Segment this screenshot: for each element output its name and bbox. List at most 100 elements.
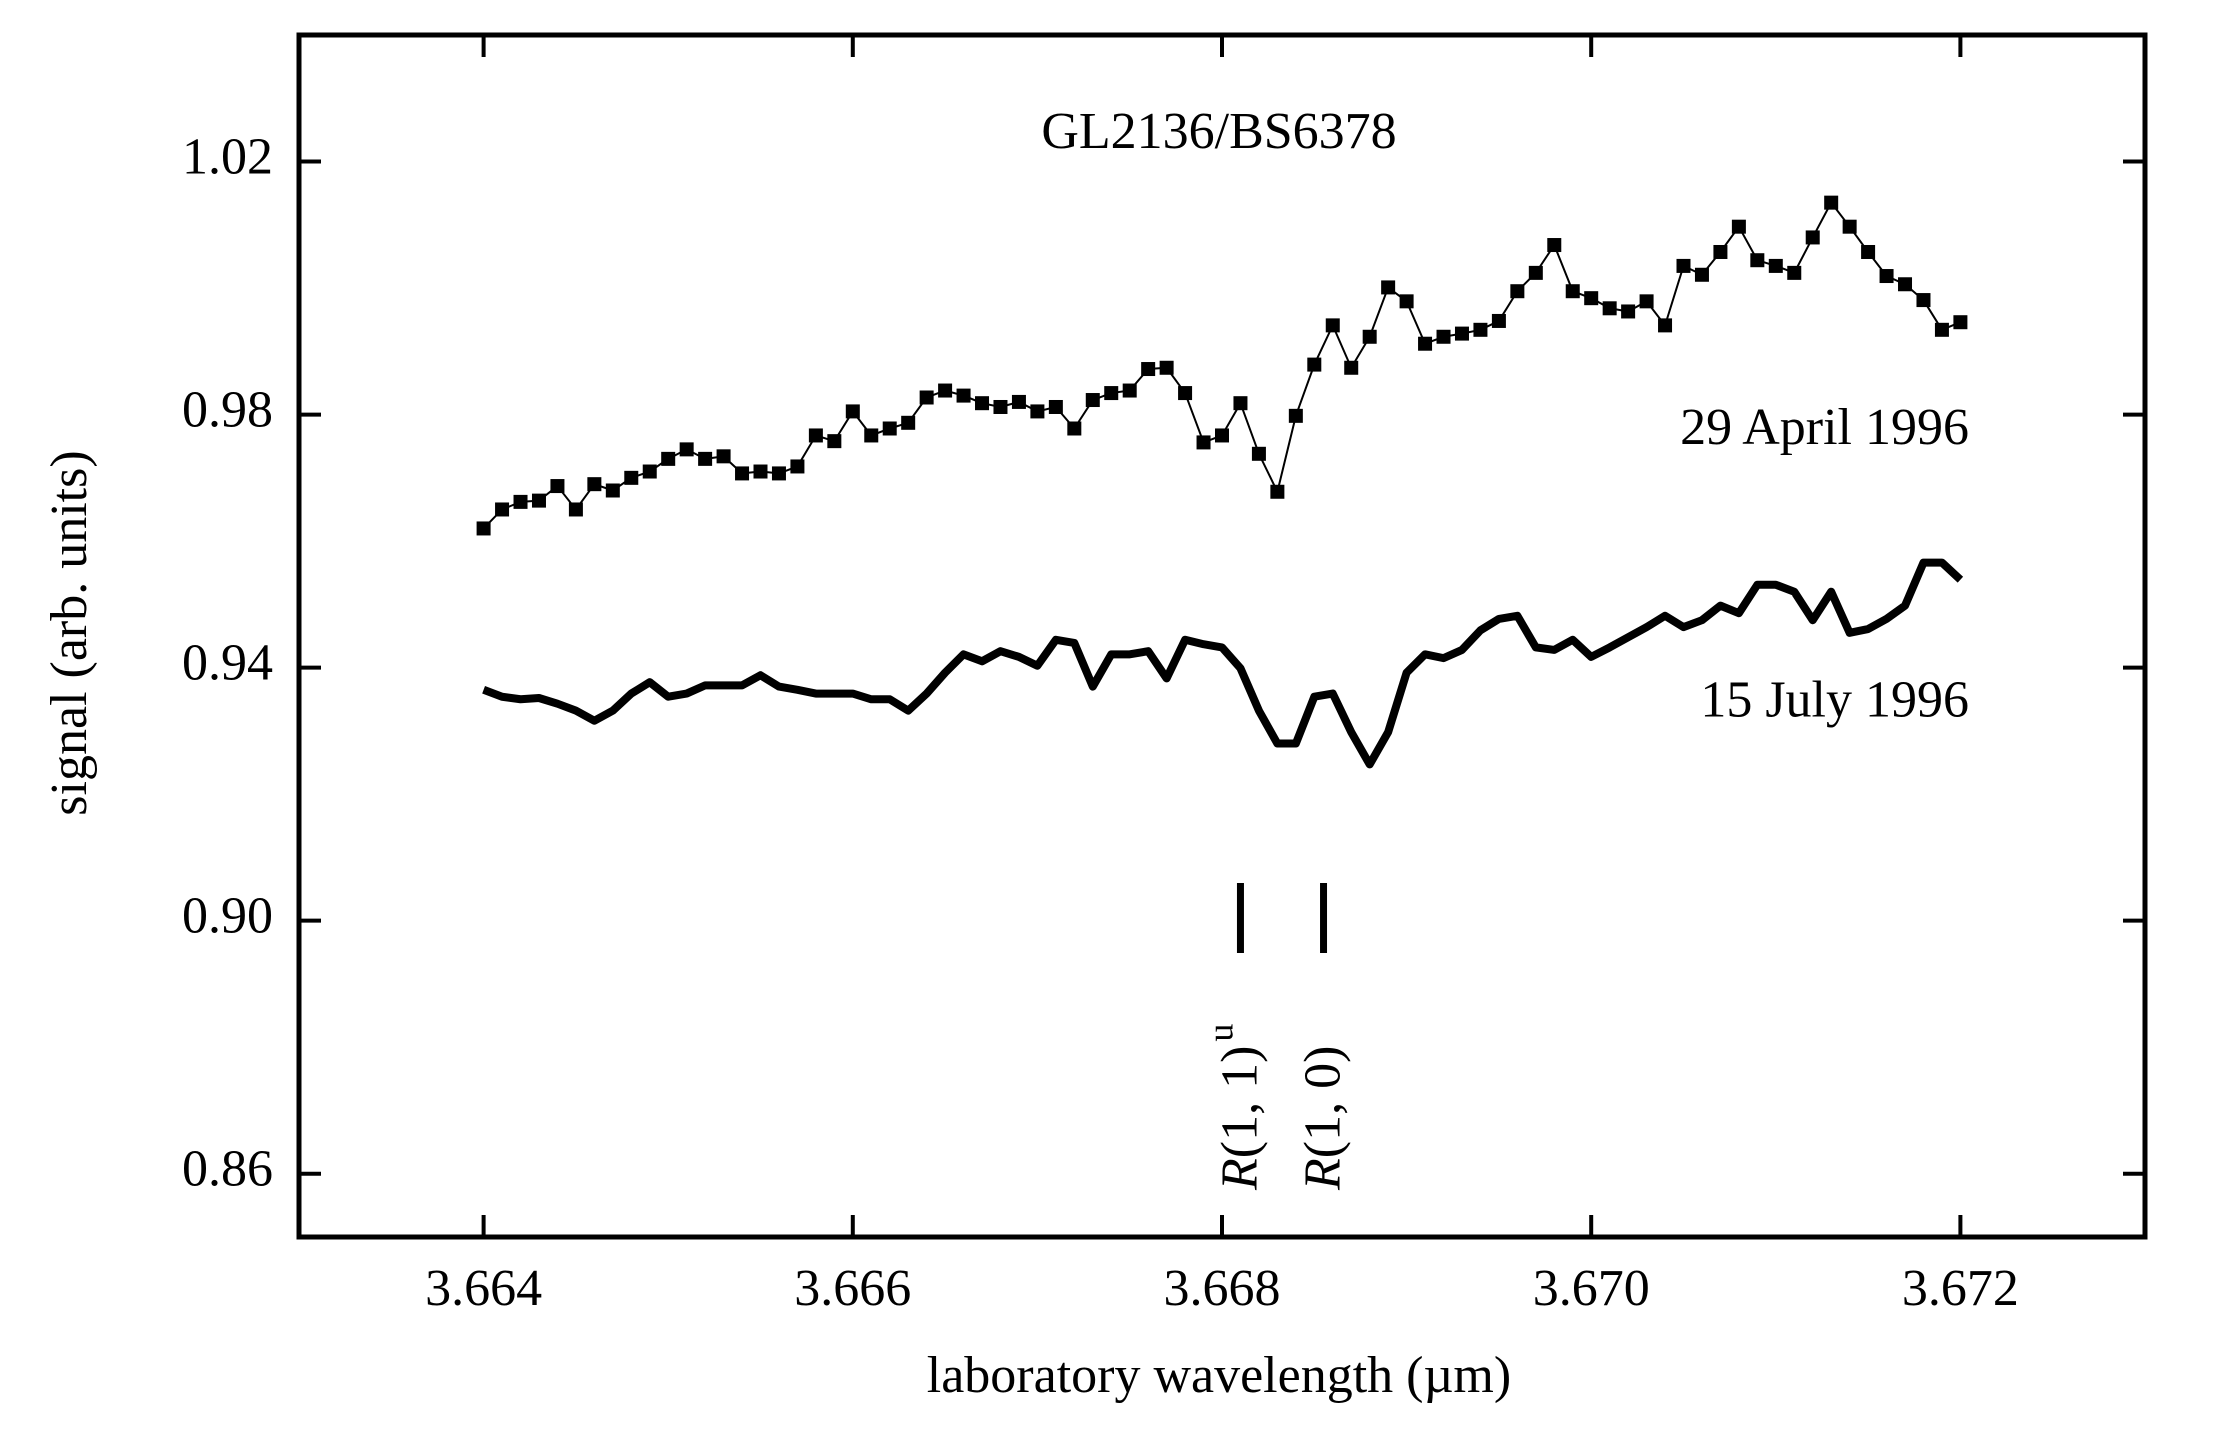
data-point <box>1251 446 1266 461</box>
y-tick-label: 0.94 <box>182 635 273 692</box>
data-point <box>1510 284 1525 299</box>
data-point <box>1233 396 1248 411</box>
data-point <box>1104 386 1119 401</box>
data-point <box>753 464 768 479</box>
data-point <box>956 388 971 403</box>
data-point <box>1418 336 1433 351</box>
annotation-label: R(1, 1) <box>1211 1046 1268 1191</box>
x-axis-label: laboratory wavelength (µm) <box>927 1347 1511 1404</box>
data-point <box>1953 315 1968 330</box>
data-point <box>771 466 786 481</box>
series-label: 29 April 1996 <box>1680 399 1969 456</box>
data-point <box>993 399 1008 414</box>
data-point <box>1141 362 1156 377</box>
data-point <box>1159 360 1174 375</box>
data-point <box>1067 421 1082 436</box>
data-point <box>531 493 546 508</box>
data-point <box>1344 360 1359 375</box>
data-point <box>1621 304 1636 319</box>
data-point <box>568 502 583 517</box>
data-point <box>587 477 602 492</box>
data-point <box>808 428 823 443</box>
data-point <box>1934 322 1949 337</box>
data-point <box>827 434 842 449</box>
series-line <box>482 201 1961 530</box>
data-point <box>1381 280 1396 295</box>
data-point <box>790 459 805 474</box>
data-point <box>550 479 565 494</box>
data-point <box>1454 326 1469 341</box>
data-point <box>1824 195 1839 210</box>
annotation-rest: (1, 0) <box>1294 1046 1351 1159</box>
annotation-italic: R <box>1294 1158 1351 1191</box>
x-tick-label: 3.666 <box>794 1260 911 1317</box>
data-point <box>1584 291 1599 306</box>
data-point <box>1270 484 1285 499</box>
data-point <box>1658 318 1673 333</box>
data-point <box>1215 428 1229 443</box>
data-point <box>513 494 528 509</box>
data-point <box>1602 301 1617 316</box>
data-point <box>1528 265 1543 280</box>
x-tick-label: 3.670 <box>1533 1260 1650 1317</box>
data-point <box>1916 293 1931 308</box>
annotation-sup: u <box>1201 1024 1241 1042</box>
data-point <box>864 428 879 443</box>
data-point <box>1639 294 1654 309</box>
y-axis-label: signal (arb. units) <box>41 450 98 815</box>
annotation-label: R(1, 0) <box>1294 1046 1351 1191</box>
data-point <box>1196 435 1211 450</box>
data-point <box>1547 238 1562 253</box>
data-point <box>1565 284 1580 299</box>
x-tick-label: 3.672 <box>1902 1260 2019 1317</box>
data-point <box>1122 383 1137 398</box>
data-point <box>882 421 897 436</box>
data-point <box>495 502 510 517</box>
data-point <box>1676 258 1691 273</box>
data-point <box>1085 393 1100 408</box>
data-point <box>1473 322 1488 337</box>
data-point <box>1030 404 1045 419</box>
data-point <box>1491 313 1506 328</box>
data-point <box>698 451 713 466</box>
data-point <box>1898 277 1913 292</box>
data-point <box>1048 399 1063 414</box>
y-tick-label: 0.90 <box>182 888 273 945</box>
data-point <box>1307 357 1322 372</box>
data-point <box>1731 219 1746 234</box>
annotation: R(1, 1) u <box>1201 1024 1269 1191</box>
data-point <box>642 464 657 479</box>
y-tick-label: 0.98 <box>182 382 273 439</box>
data-point <box>1750 253 1765 268</box>
series-line <box>482 558 1964 769</box>
data-point <box>1768 258 1783 273</box>
data-point <box>716 449 731 464</box>
chart-title: GL2136/BS6378 <box>1041 103 1396 160</box>
data-point <box>1805 230 1820 245</box>
y-tick-label: 0.86 <box>182 1141 273 1198</box>
data-point <box>1011 394 1026 409</box>
data-point <box>1879 269 1894 284</box>
data-point <box>1399 294 1414 309</box>
data-point <box>1325 318 1340 333</box>
data-point <box>1288 408 1303 423</box>
x-tick-label: 3.668 <box>1164 1260 1281 1317</box>
data-point <box>1861 244 1876 259</box>
annotation: R(1, 0) <box>1294 1046 1351 1191</box>
x-tick-label: 3.664 <box>425 1260 542 1317</box>
data-point <box>661 451 676 466</box>
data-point <box>476 521 491 536</box>
data-point <box>1842 219 1857 234</box>
y-tick-label: 1.02 <box>182 128 273 185</box>
data-point <box>1713 244 1728 259</box>
data-point <box>919 390 934 405</box>
data-point <box>901 415 916 430</box>
data-point <box>605 483 620 498</box>
data-point <box>679 442 694 457</box>
data-point <box>1787 265 1802 280</box>
data-point <box>845 404 860 419</box>
data-point <box>1362 329 1377 344</box>
data-point <box>975 396 990 411</box>
data-point <box>1436 329 1451 344</box>
